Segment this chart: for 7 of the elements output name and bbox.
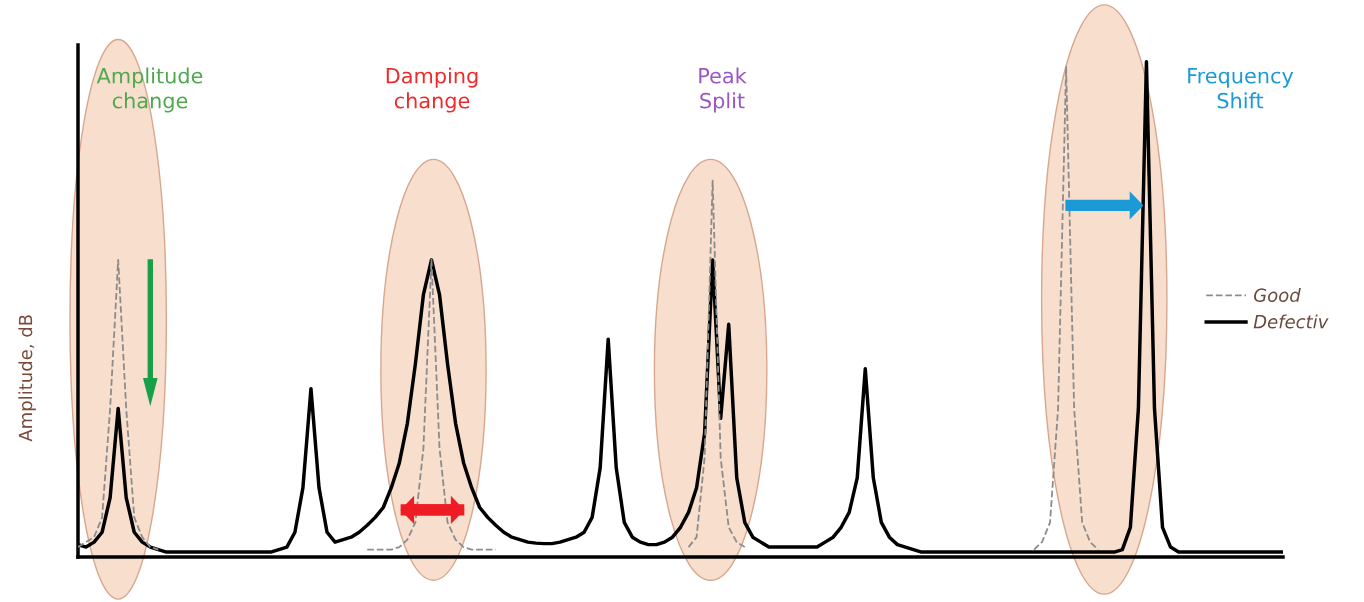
legend-label: Defectiv bbox=[1253, 314, 1329, 329]
legend-label: Good bbox=[1254, 288, 1301, 302]
annotation: Frequency Shift bbox=[1188, 68, 1294, 109]
annotation: Amplitude change bbox=[96, 67, 203, 113]
annotation: Damping change bbox=[386, 67, 478, 113]
annotation: Peak Split bbox=[699, 67, 747, 113]
y-axis-title: Amplitude, dB bbox=[18, 315, 36, 442]
